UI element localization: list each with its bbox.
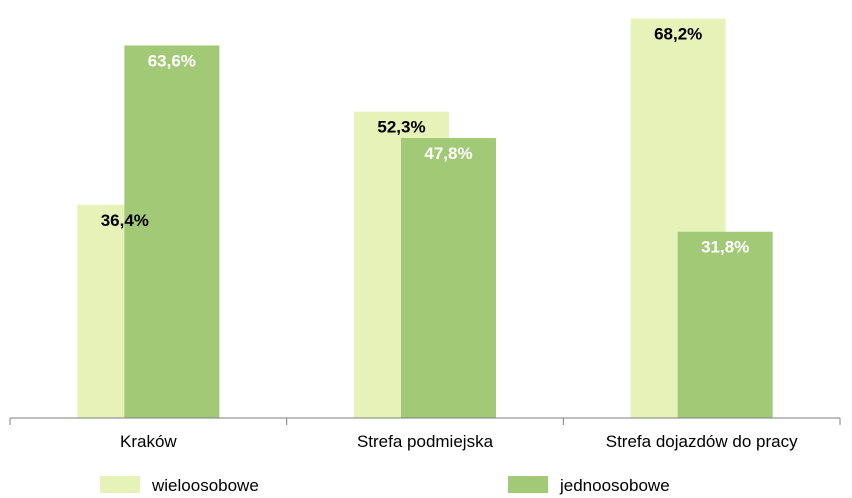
data-label-wieloosobowe-0: 36,4% xyxy=(101,211,149,230)
data-label-jednoosobowe-2: 31,8% xyxy=(701,238,749,257)
bar-jednoosobowe-1 xyxy=(401,138,496,418)
data-labels-group: 36,4% 63,6% 52,3% 47,8% 68,2% 31,8% xyxy=(101,25,750,257)
bar-jednoosobowe-2 xyxy=(677,231,773,418)
legend-swatch-jednoosobowe xyxy=(508,476,548,493)
data-label-jednoosobowe-1: 47,8% xyxy=(424,144,472,163)
data-label-wieloosobowe-2: 68,2% xyxy=(654,25,702,44)
data-label-wieloosobowe-1: 52,3% xyxy=(377,118,425,137)
data-label-jednoosobowe-0: 63,6% xyxy=(148,51,196,70)
x-tick-label-1: Strefa podmiejska xyxy=(357,432,494,451)
bars-group xyxy=(77,18,773,419)
bar-jednoosobowe-0 xyxy=(124,45,220,418)
legend-swatch-wieloosobowe xyxy=(100,476,140,493)
x-tick-label-0: Kraków xyxy=(120,432,177,451)
legend-label-jednoosobowe: jednoosobowe xyxy=(559,476,670,495)
x-axis: Kraków Strefa podmiejska Strefa dojazdów d… xyxy=(9,417,841,451)
legend: wieloosobowe jednoosobowe xyxy=(100,476,670,495)
x-tick-label-2: Strefa dojazdów do pracy xyxy=(606,432,798,451)
legend-label-wieloosobowe: wieloosobowe xyxy=(151,476,259,495)
